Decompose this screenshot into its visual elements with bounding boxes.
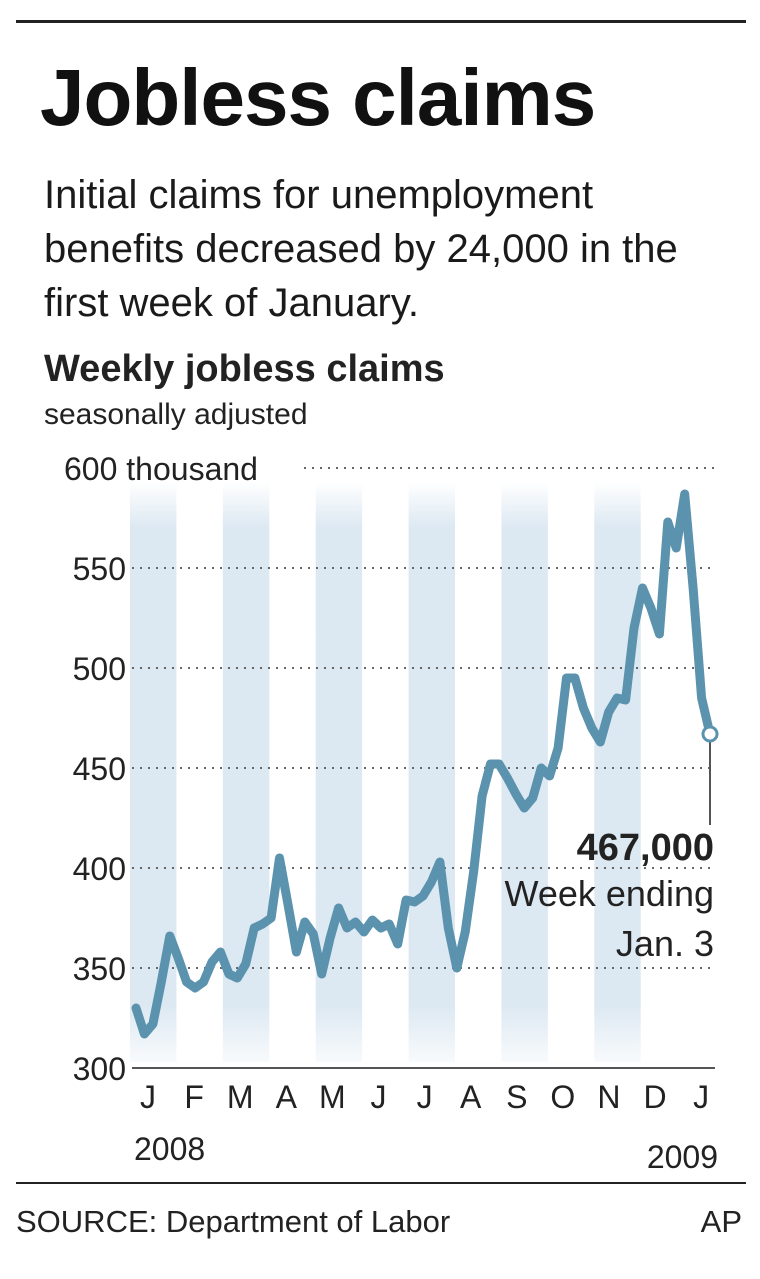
source-note: SOURCE: Department of Labor [16,1204,451,1239]
x-month-label: J [370,1079,386,1115]
chart-title: Weekly jobless claims [44,348,445,390]
annotation-line2: Jan. 3 [616,923,714,964]
y-tick-label: 400 [73,851,126,887]
y-tick-label: 600 thousand [64,451,258,487]
annotation-line1: Week ending [505,873,714,914]
credit-label: AP [700,1204,742,1239]
x-month-label: J [417,1079,433,1115]
chart-subtitle: seasonally adjusted [44,398,308,431]
y-tick-label: 500 [73,651,126,687]
x-year-label: 2009 [647,1139,718,1175]
page-title: Jobless claims [40,53,596,142]
bottom-rule [16,1182,746,1184]
x-month-label: M [319,1079,346,1115]
x-month-label: O [550,1079,575,1115]
x-month-label: A [460,1079,482,1115]
x-month-label: S [506,1079,527,1115]
y-tick-label: 350 [73,951,126,987]
x-year-label: 2008 [134,1131,205,1167]
x-month-label: D [644,1079,667,1115]
top-rule [16,20,746,23]
y-tick-label: 450 [73,751,126,787]
x-month-label: F [184,1079,204,1115]
x-month-label: J [693,1079,709,1115]
annotation-value: 467,000 [577,827,714,869]
x-month-label: A [276,1079,298,1115]
claims-line [131,489,715,1039]
month-band [408,482,455,1062]
x-month-label: M [227,1079,254,1115]
month-band [130,482,177,1062]
y-tick-label: 300 [73,1051,126,1087]
x-month-label: N [597,1079,620,1115]
x-month-label: J [140,1079,156,1115]
month-band [594,482,641,1062]
page-subtitle: Initial claims for unemployment benefits… [44,173,678,325]
latest-point-marker [701,725,719,743]
y-tick-label: 550 [73,551,126,587]
